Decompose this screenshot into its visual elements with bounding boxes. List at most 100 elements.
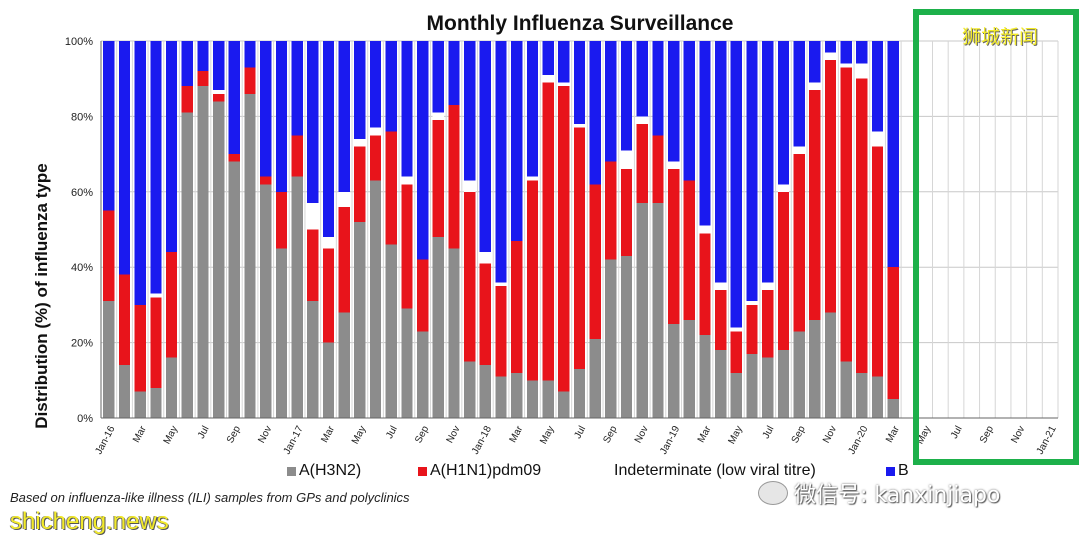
x-tick-label: May: [726, 424, 745, 446]
bar-b: [228, 41, 241, 155]
bar-h3n2: [542, 380, 554, 418]
bar-h3n2: [448, 248, 460, 418]
bar-h3n2: [856, 372, 868, 418]
bar-b: [777, 41, 790, 185]
x-tick-label: Jan-16: [93, 424, 117, 457]
bar-h1n1: [354, 146, 366, 222]
bar-b: [887, 41, 899, 268]
bar-h1n1: [589, 184, 601, 339]
bar-indeterminate: [526, 176, 539, 181]
bar-b: [464, 41, 476, 181]
bar-indeterminate: [730, 327, 743, 332]
x-tick-label: Nov: [445, 424, 463, 445]
bar-indeterminate: [636, 116, 648, 124]
y-axis-label: Distribution (%) of influenza type: [32, 163, 51, 429]
bar-h1n1: [558, 86, 570, 392]
bar-h3n2: [652, 203, 664, 418]
bar-b: [746, 41, 758, 302]
bar-h1n1: [103, 210, 115, 302]
bar-h3n2: [620, 255, 633, 418]
x-tick-label: Mar: [696, 424, 714, 445]
bar-indeterminate: [213, 90, 225, 94]
bar-indeterminate: [479, 252, 492, 264]
bar-h1n1: [762, 289, 774, 358]
bar-h3n2: [432, 237, 444, 418]
bar-h3n2: [699, 335, 711, 418]
chart-title: Monthly Influenza Surveillance: [426, 12, 734, 35]
bar-h1n1: [338, 206, 350, 313]
bar-b: [730, 41, 743, 328]
bar-indeterminate: [495, 282, 507, 287]
x-tick-label: Nov: [821, 424, 839, 445]
highlight-frame: [913, 9, 1079, 465]
bar-indeterminate: [558, 82, 570, 87]
x-tick-label: May: [350, 424, 369, 446]
bar-h3n2: [824, 312, 837, 418]
bar-b: [715, 41, 727, 283]
bar-b: [840, 41, 852, 64]
y-tick-label: 40%: [71, 262, 93, 274]
bar-h3n2: [165, 357, 178, 418]
bar-h1n1: [181, 86, 193, 113]
x-tick-label: Jul: [949, 424, 965, 440]
x-tick-label: Mar: [508, 424, 526, 445]
legend-item-h1n1: A(H1N1)pdm09: [418, 460, 541, 482]
bar-h3n2: [777, 350, 790, 418]
bar-h3n2: [840, 361, 852, 418]
bar-indeterminate: [871, 131, 884, 147]
bar-h3n2: [871, 376, 884, 418]
bar-b: [573, 41, 586, 124]
bar-indeterminate: [401, 176, 413, 185]
bar-h1n1: [683, 180, 695, 320]
wechat-icon: [758, 481, 788, 505]
bar-h1n1: [526, 180, 539, 381]
x-tick-label: Sep: [225, 424, 243, 445]
legend-swatch-indeterminate: [602, 466, 611, 476]
bar-b: [526, 41, 539, 177]
bar-h3n2: [746, 353, 758, 418]
bar-indeterminate: [746, 301, 758, 305]
bar-h1n1: [542, 82, 554, 381]
legend-label-indeterminate: Indeterminate (low viral titre): [614, 462, 816, 479]
bar-b: [338, 41, 350, 192]
bar-h3n2: [401, 308, 413, 418]
y-tick-label: 80%: [71, 111, 93, 123]
bar-b: [793, 41, 805, 147]
bar-indeterminate: [809, 82, 821, 91]
bar-h1n1: [699, 233, 711, 336]
bar-h3n2: [416, 331, 429, 418]
bar-h3n2: [338, 312, 350, 418]
bar-h1n1: [495, 286, 507, 377]
bar-b: [495, 41, 507, 283]
bar-b: [291, 41, 303, 136]
bar-h1n1: [197, 71, 209, 87]
x-tick-label: Jan-19: [658, 424, 682, 457]
bar-indeterminate: [715, 282, 727, 290]
x-tick-label: Nov: [256, 424, 274, 445]
bar-b: [275, 41, 288, 192]
y-tick-label: 20%: [71, 338, 93, 350]
bar-indeterminate: [620, 150, 633, 170]
legend-item-h3n2: A(H3N2): [287, 460, 361, 482]
bar-h3n2: [573, 368, 586, 418]
x-tick-label: Jul: [761, 424, 777, 440]
bar-h3n2: [762, 357, 774, 418]
bar-h1n1: [793, 154, 805, 332]
bar-indeterminate: [150, 293, 162, 298]
bar-b: [479, 41, 492, 253]
bar-b: [652, 41, 664, 136]
x-tick-label: Sep: [601, 424, 619, 445]
y-tick-label: 60%: [71, 187, 93, 199]
bar-b: [683, 41, 695, 181]
bar-h3n2: [887, 399, 899, 418]
bar-b: [197, 41, 209, 72]
bar-h3n2: [354, 221, 366, 418]
bar-b: [260, 41, 272, 177]
bar-b: [213, 41, 225, 91]
bar-h3n2: [511, 372, 523, 418]
bar-b: [871, 41, 884, 132]
bar-h3n2: [667, 323, 680, 418]
bar-b: [636, 41, 648, 117]
bar-h1n1: [840, 67, 852, 362]
